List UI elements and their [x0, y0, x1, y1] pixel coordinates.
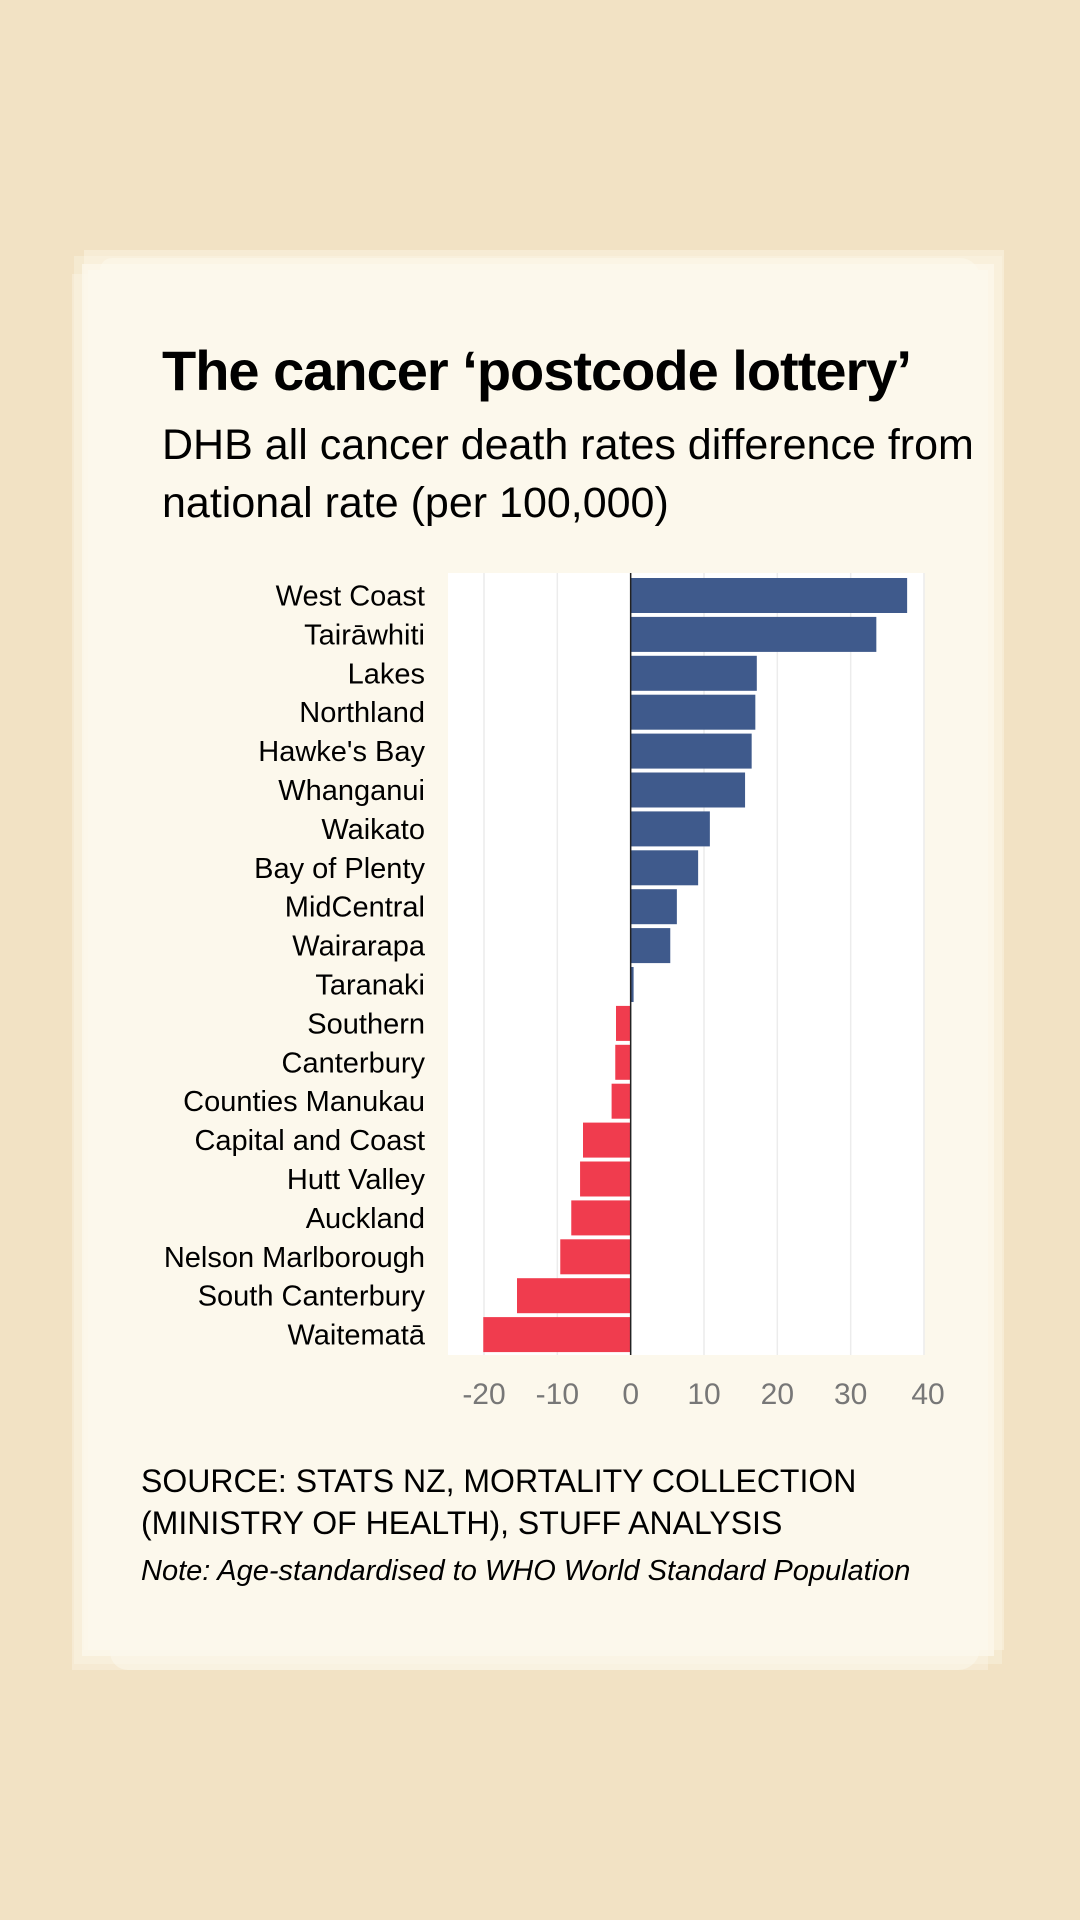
note-text: Note: Age-standardised to WHO World Stan… [141, 1555, 911, 1587]
bar-lakes [630, 655, 757, 691]
category-label: Nelson Marlborough [164, 1242, 425, 1274]
x-tick-label: -10 [536, 1378, 579, 1411]
bar-whanganui [630, 772, 746, 808]
category-label: Bay of Plenty [254, 853, 425, 885]
chart-subtitle: DHB all cancer death rates difference fr… [162, 421, 974, 527]
bar-southern [616, 1005, 631, 1041]
bar-capital-and-coast [583, 1122, 631, 1158]
category-label: Waikato [321, 814, 425, 846]
bar-tair-whiti [630, 616, 877, 652]
bar-south-canterbury [517, 1278, 631, 1314]
bar-northland [630, 694, 756, 730]
category-label: Waitematā [287, 1320, 425, 1352]
bar-waikato [630, 811, 710, 847]
category-label: Whanganui [278, 775, 425, 807]
bar-wairarapa [630, 928, 671, 964]
bar-hawke-s-bay [630, 733, 752, 769]
category-label: Tairāwhiti [304, 619, 425, 651]
category-label: South Canterbury [198, 1281, 426, 1313]
bar-hutt-valley [580, 1161, 631, 1197]
category-label: Capital and Coast [194, 1125, 425, 1157]
paper-brush-edge-bottom [110, 1630, 980, 1670]
x-tick-label: 0 [622, 1378, 639, 1411]
category-label: West Coast [276, 581, 425, 613]
category-label: Wairarapa [292, 931, 426, 963]
x-tick-label: 20 [761, 1378, 794, 1411]
bar-taranaki [630, 967, 634, 1002]
bar-midcentral [630, 889, 677, 925]
category-label: Counties Manukau [183, 1086, 425, 1118]
category-label: Northland [299, 697, 425, 729]
bar-waitemat- [483, 1317, 631, 1353]
bar-nelson-marlborough [560, 1239, 631, 1275]
bar-bay-of-plenty [630, 850, 699, 886]
bar-auckland [571, 1200, 631, 1236]
category-label: Taranaki [315, 970, 425, 1002]
bar-counties-manukau [611, 1083, 631, 1119]
x-tick-label: -20 [462, 1378, 505, 1411]
chart-title: The cancer ‘postcode lottery’ [162, 339, 912, 402]
bar-west-coast [630, 578, 908, 613]
x-tick-label: 40 [911, 1378, 944, 1411]
x-tick-label: 30 [834, 1378, 867, 1411]
category-label: Hutt Valley [287, 1164, 426, 1196]
category-label: Canterbury [282, 1047, 426, 1079]
source-text: SOURCE: STATS NZ, MORTALITY COLLECTION (… [141, 1463, 857, 1541]
category-label: Southern [307, 1008, 425, 1040]
category-label: Hawke's Bay [258, 736, 425, 768]
category-label: Lakes [348, 658, 425, 690]
category-label: Auckland [306, 1203, 425, 1235]
bar-canterbury [615, 1044, 631, 1080]
category-label: MidCentral [285, 892, 425, 924]
x-tick-label: 10 [687, 1378, 720, 1411]
